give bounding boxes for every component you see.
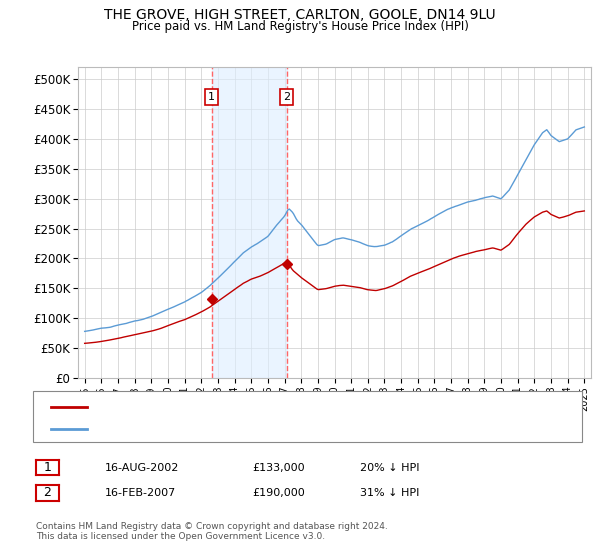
- Text: 2: 2: [43, 486, 52, 500]
- Text: 1: 1: [43, 461, 52, 474]
- Text: 20% ↓ HPI: 20% ↓ HPI: [360, 463, 419, 473]
- Bar: [212, 67, 287, 378]
- Text: Contains HM Land Registry data © Crown copyright and database right 2024.
This d: Contains HM Land Registry data © Crown c…: [36, 522, 388, 542]
- Text: 16-FEB-2007: 16-FEB-2007: [105, 488, 176, 498]
- Text: 31% ↓ HPI: 31% ↓ HPI: [360, 488, 419, 498]
- Text: £190,000: £190,000: [252, 488, 305, 498]
- Text: Price paid vs. HM Land Registry's House Price Index (HPI): Price paid vs. HM Land Registry's House …: [131, 20, 469, 32]
- Text: THE GROVE, HIGH STREET, CARLTON, GOOLE, DN14 9LU: THE GROVE, HIGH STREET, CARLTON, GOOLE, …: [104, 8, 496, 22]
- Text: 16-AUG-2002: 16-AUG-2002: [105, 463, 179, 473]
- Text: 1: 1: [208, 92, 215, 102]
- Text: HPI: Average price, detached house, North Yorkshire: HPI: Average price, detached house, Nort…: [93, 424, 366, 435]
- Text: THE GROVE, HIGH STREET, CARLTON, GOOLE, DN14 9LU (detached house): THE GROVE, HIGH STREET, CARLTON, GOOLE, …: [93, 402, 481, 412]
- Text: 2: 2: [283, 92, 290, 102]
- Text: £133,000: £133,000: [252, 463, 305, 473]
